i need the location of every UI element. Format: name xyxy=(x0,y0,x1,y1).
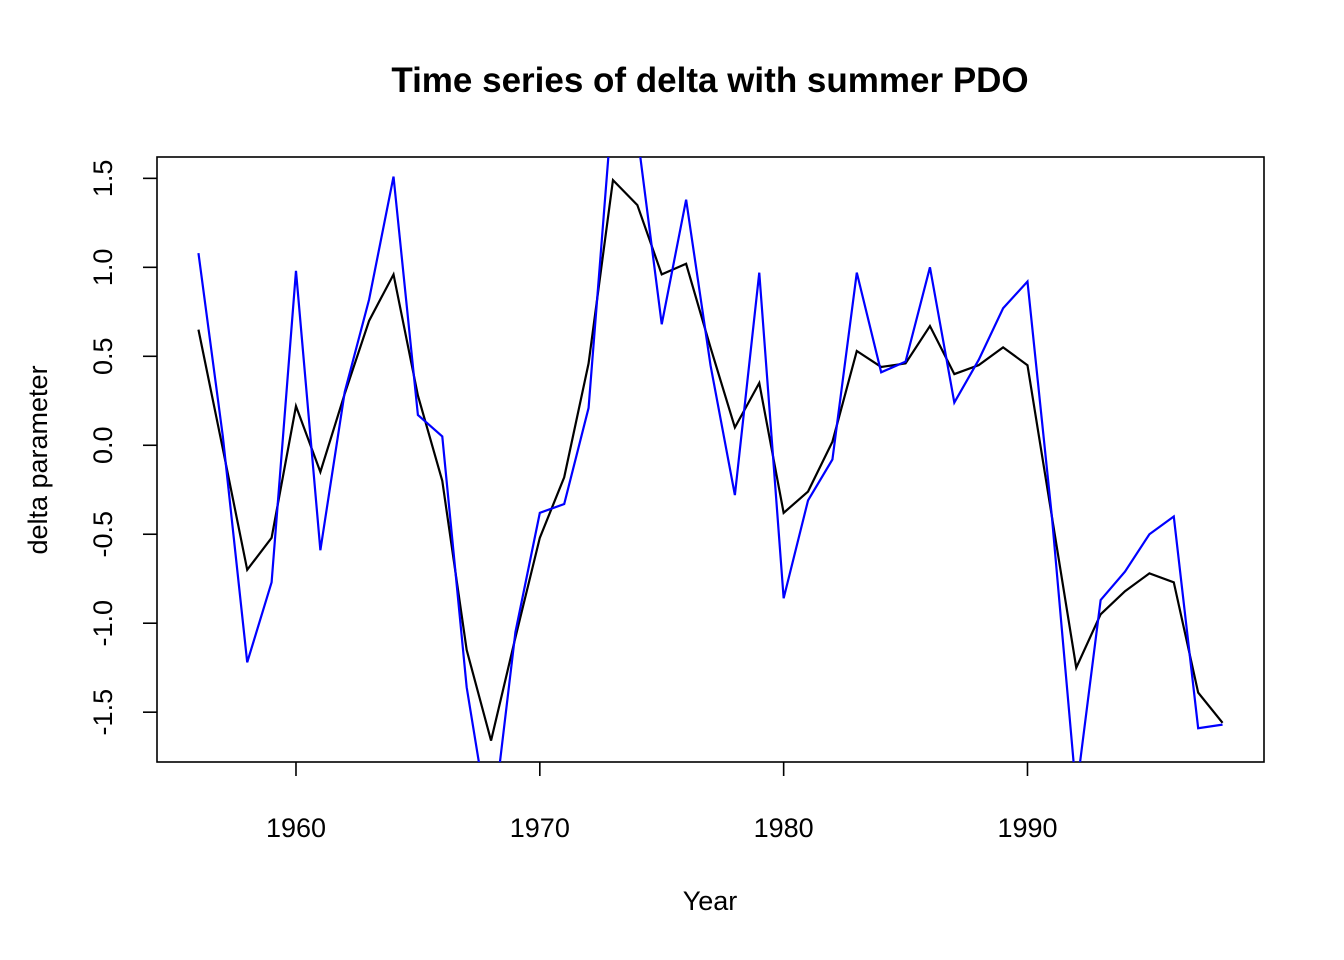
y-tick-label: 1.0 xyxy=(88,249,118,287)
y-axis: -1.5 -1.0 -0.5 0.0 0.5 1.0 1.5 xyxy=(88,160,157,736)
series-group xyxy=(197,157,1224,762)
x-axis-label: Year xyxy=(683,886,738,916)
x-tick-label: 1960 xyxy=(266,813,326,843)
y-tick-label: 1.5 xyxy=(88,160,118,198)
chart-title: Time series of delta with summer PDO xyxy=(391,61,1028,100)
y-tick-label: 0.0 xyxy=(88,426,118,464)
series-line-1 xyxy=(197,177,1224,741)
x-axis: 1960 1970 1980 1990 xyxy=(266,762,1058,843)
y-tick-label: -1.0 xyxy=(88,600,118,647)
y-tick-label: -0.5 xyxy=(88,511,118,558)
x-tick-label: 1990 xyxy=(997,813,1057,843)
x-tick-label: 1980 xyxy=(754,813,814,843)
y-axis-label: delta parameter xyxy=(23,365,53,554)
x-tick-label: 1970 xyxy=(510,813,570,843)
y-tick-label: -1.5 xyxy=(88,689,118,736)
series-line-2 xyxy=(197,157,1223,762)
plot-frame xyxy=(156,156,1265,763)
y-tick-label: 0.5 xyxy=(88,338,118,376)
